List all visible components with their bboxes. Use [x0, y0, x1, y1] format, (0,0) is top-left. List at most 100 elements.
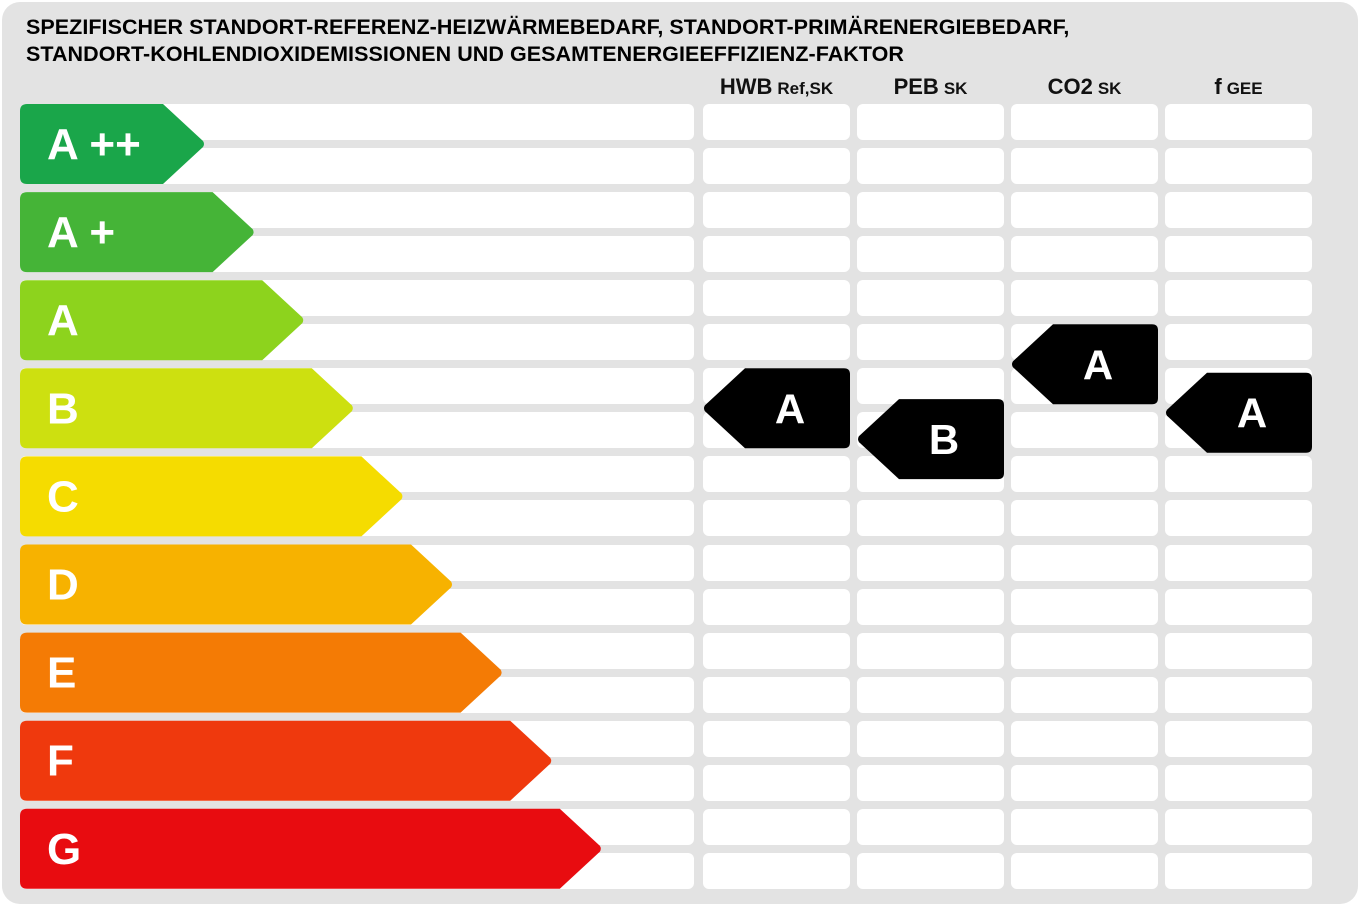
column-cell: [1165, 192, 1312, 229]
column-cell: [703, 104, 850, 140]
column-header-hwb: HWB Ref,SK: [703, 74, 850, 102]
title-line-1: SPEZIFISCHER STANDORT-REFERENZ-HEIZWÄRME…: [26, 15, 1070, 39]
column-cell: [1011, 412, 1158, 449]
column-cell: [703, 588, 850, 625]
column-cell: [857, 236, 1004, 273]
rating-marker: [1012, 324, 1158, 405]
column-cell: [857, 544, 1004, 581]
class-arrow: [20, 808, 601, 889]
column-header-co2: CO2 SK: [1011, 74, 1158, 102]
rating-label: B: [929, 416, 959, 463]
column-cell: [1011, 104, 1158, 140]
column-cell: [1011, 500, 1158, 537]
class-arrow: [20, 280, 304, 361]
column-cell: [1011, 632, 1158, 669]
column-cell: [1165, 808, 1312, 845]
column-cell: [703, 544, 850, 581]
column-cell: [1165, 852, 1312, 889]
column-cell: [1011, 280, 1158, 317]
column-header-fgee-sub: GEE: [1226, 79, 1263, 98]
column-cell: [1165, 588, 1312, 625]
column-header-peb-main: PEB: [893, 74, 939, 99]
column-cell: [857, 808, 1004, 845]
column-cell: [703, 632, 850, 669]
column-header-co2-main: CO2: [1047, 74, 1093, 99]
column-cell: [857, 676, 1004, 713]
column-cell: [1011, 236, 1158, 273]
column-cell: [703, 720, 850, 757]
column-cell: [1011, 676, 1158, 713]
column-header-peb-sub: SK: [943, 79, 968, 98]
class-arrow: [20, 720, 552, 801]
chart-title: SPEZIFISCHER STANDORT-REFERENZ-HEIZWÄRME…: [26, 14, 1326, 68]
rating-marker: [858, 399, 1004, 480]
class-arrow: [20, 544, 452, 625]
column-cell: [1011, 192, 1158, 229]
class-label: A +: [47, 208, 115, 257]
column-cell: [1165, 632, 1312, 669]
class-label: D: [47, 561, 79, 610]
column-cell: [703, 192, 850, 229]
class-arrow: [20, 192, 254, 273]
class-label: A ++: [47, 120, 141, 169]
column-cell: [1011, 764, 1158, 801]
column-cell: [857, 192, 1004, 229]
column-cell: [1165, 236, 1312, 273]
column-cell: [857, 148, 1004, 184]
column-cell: [703, 808, 850, 845]
class-label: B: [47, 384, 79, 433]
rating-label: A: [1237, 390, 1267, 437]
rating-marker: [704, 368, 850, 449]
column-cell: [857, 588, 1004, 625]
class-arrow: [20, 632, 502, 713]
column-cell: [1011, 852, 1158, 889]
column-cell: [857, 720, 1004, 757]
rating-label: A: [775, 385, 805, 432]
column-cell: [1165, 324, 1312, 361]
column-cell: [1011, 588, 1158, 625]
column-cell: [1165, 544, 1312, 581]
rating-label: A: [1083, 341, 1113, 388]
column-cell: [703, 500, 850, 537]
column-cell: [857, 632, 1004, 669]
column-cell: [703, 676, 850, 713]
column-cell: [1165, 280, 1312, 317]
class-label: G: [47, 825, 81, 874]
column-cell: [857, 500, 1004, 537]
column-cell: [1011, 808, 1158, 845]
class-label: F: [47, 737, 74, 786]
column-cell: [703, 456, 850, 493]
column-cell: [857, 280, 1004, 317]
class-arrow: [20, 368, 353, 449]
title-line-2: STANDORT-KOHLENDIOXIDEMISSIONEN UND GESA…: [26, 42, 905, 66]
class-label: C: [47, 472, 79, 521]
column-cell: [703, 764, 850, 801]
column-cell: [1165, 148, 1312, 184]
column-cell: [703, 148, 850, 184]
column-cell: [1165, 764, 1312, 801]
column-cell: [1165, 720, 1312, 757]
column-cell: [1011, 544, 1158, 581]
column-cell: [703, 236, 850, 273]
column-cell: [1165, 104, 1312, 140]
class-arrow: [20, 456, 403, 537]
column-cell: [1165, 676, 1312, 713]
column-header-co2-sub: SK: [1097, 79, 1122, 98]
column-header-hwb-sub: Ref,SK: [777, 79, 834, 98]
column-header-peb: PEB SK: [857, 74, 1004, 102]
column-header-fgee-main: f: [1214, 74, 1222, 99]
column-cell: [857, 368, 1004, 405]
class-label: A: [47, 296, 79, 345]
column-cell: [857, 104, 1004, 140]
column-header-fgee: f GEE: [1165, 74, 1312, 102]
column-cell: [857, 852, 1004, 889]
column-header-hwb-main: HWB: [719, 74, 773, 99]
column-cell: [703, 852, 850, 889]
class-label: E: [47, 649, 76, 698]
column-cell: [857, 324, 1004, 361]
column-cell: [857, 764, 1004, 801]
column-cell: [703, 280, 850, 317]
class-arrow: [20, 104, 204, 184]
column-cell: [1165, 500, 1312, 537]
